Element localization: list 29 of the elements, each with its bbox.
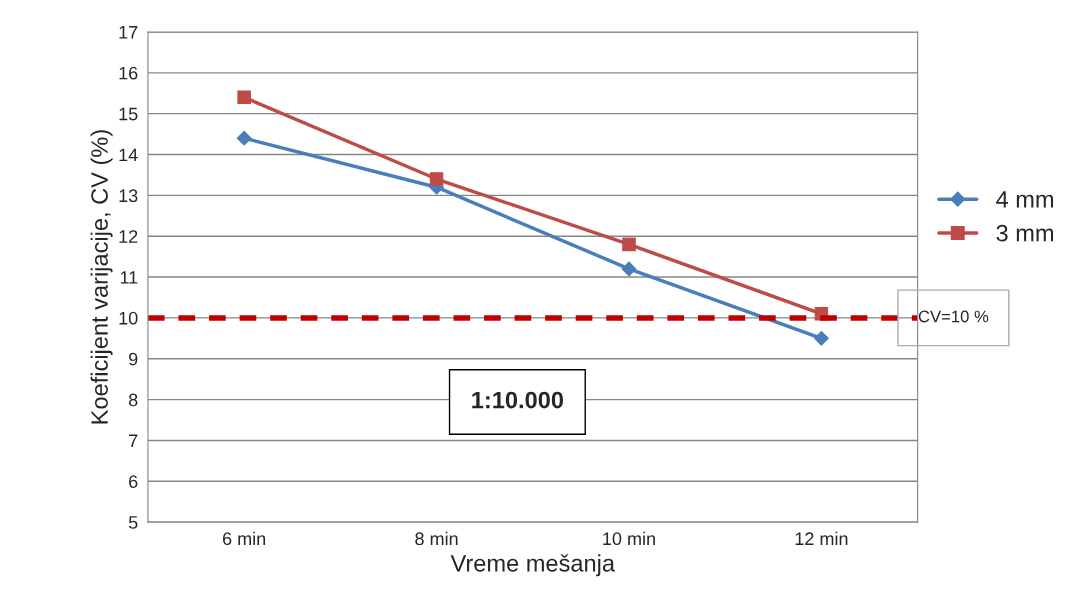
y-tick-label: 12	[119, 230, 138, 243]
x-axis-title: Vreme mešanja	[450, 554, 616, 577]
point	[622, 237, 636, 252]
point	[814, 330, 829, 346]
y-tick-label: 13	[119, 189, 138, 203]
y-tick-label: 17	[119, 26, 138, 39]
point	[621, 261, 637, 277]
y-tick-label: 16	[119, 66, 138, 80]
y-tick-label: 15	[119, 107, 138, 121]
x-tick-label: 10 min	[603, 531, 655, 546]
point	[429, 172, 444, 186]
legend-label: 4 mm	[996, 191, 1054, 208]
x-tick-label: 6 min	[222, 531, 266, 546]
y-axis-title: Koeficijent varijacije, CV (%)	[90, 130, 113, 424]
y-tick-label: 14	[119, 148, 138, 162]
x-tick-label: 8 min	[415, 531, 458, 546]
annotation: 1:10.000	[472, 391, 564, 409]
y-tick-label: 8	[128, 393, 138, 407]
x-tick-label: 12 min	[795, 531, 848, 545]
legend-label: 3 mm	[996, 224, 1054, 242]
point	[236, 130, 252, 146]
y-tick-label: 11	[120, 271, 138, 284]
y-tick-label: 9	[129, 352, 138, 366]
y-tick-label: 7	[129, 434, 138, 447]
point	[237, 90, 251, 105]
y-tick-label: 10	[119, 311, 138, 325]
y-tick-label: 6	[129, 475, 138, 489]
ref-line-label: CV=10 %	[918, 310, 989, 323]
y-tick-label: 5	[128, 516, 138, 529]
